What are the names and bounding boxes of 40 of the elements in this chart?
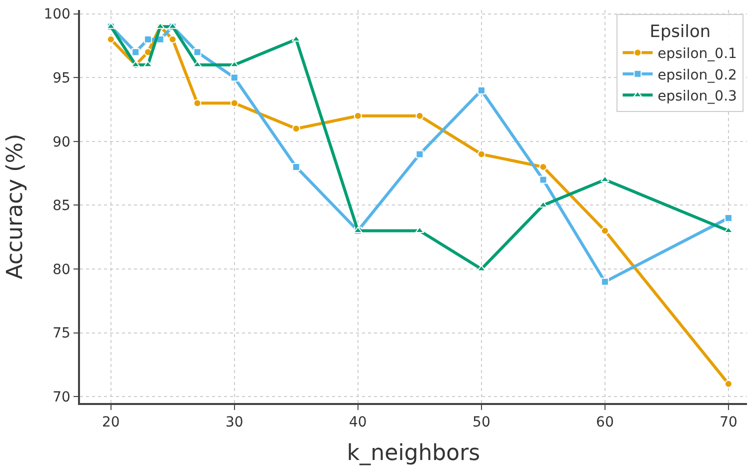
x-tick-label: 20 [102,414,120,431]
point [132,48,140,56]
point [416,112,424,120]
point [168,35,177,44]
point [600,226,609,235]
point [144,35,152,44]
y-tick-label: 100 [44,6,70,23]
x-axis-title: k_neighbors [346,440,480,466]
y-tick-label: 90 [52,134,70,150]
x-tick-label: 40 [349,414,367,431]
x-tick-label: 50 [472,414,490,431]
point [354,112,362,120]
y-tick-label: 80 [52,262,70,278]
point [724,214,732,222]
legend-label: epsilon_0.3 [658,88,737,104]
legend-label: epsilon_0.1 [658,46,737,62]
point [292,162,300,171]
x-tick-label: 30 [225,414,244,431]
point [193,48,202,56]
point [724,380,732,388]
y-tick-label: 70 [52,390,70,406]
point [539,176,548,184]
y-tick-label: 95 [52,70,70,87]
point [230,99,238,108]
y-tick-label: 75 [52,326,70,342]
point [600,278,609,286]
y-axis-title: Accuracy (%) [3,134,28,280]
point [416,150,424,158]
point [193,99,202,108]
legend-title: Epsilon [650,22,711,42]
point [230,60,239,68]
point [292,124,300,133]
x-tick-label: 60 [596,414,614,431]
point [230,74,238,82]
point [106,35,115,44]
y-tick-label: 85 [52,198,70,214]
point [477,150,486,158]
x-tick-label: 70 [720,414,738,431]
point [477,86,486,94]
legend-label: epsilon_0.2 [658,67,737,84]
